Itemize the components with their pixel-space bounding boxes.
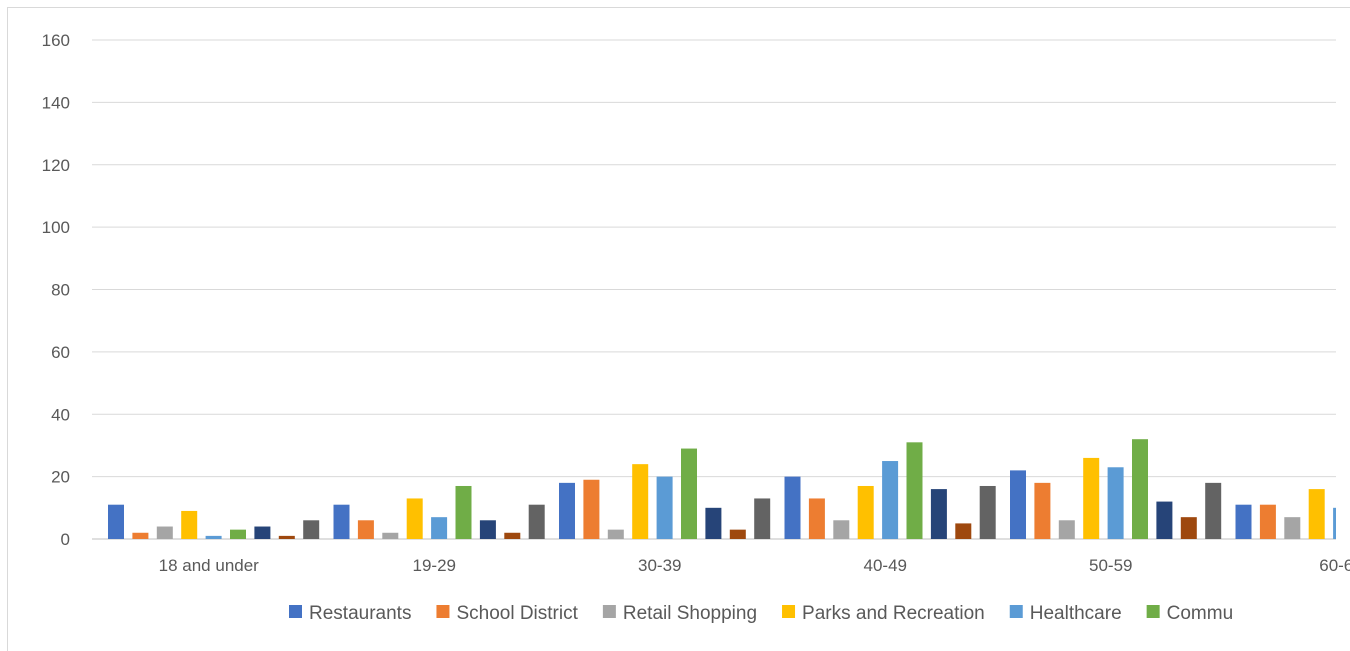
bar — [833, 520, 850, 539]
bar — [504, 532, 521, 539]
y-tick-label: 20 — [51, 468, 70, 487]
bar — [156, 526, 173, 539]
bar — [108, 504, 124, 539]
bar — [1132, 439, 1148, 539]
bar — [1107, 467, 1124, 539]
y-tick-label: 40 — [51, 405, 70, 424]
x-tick-label: 18 and under — [159, 556, 260, 575]
bar — [656, 476, 673, 539]
bar — [1259, 504, 1276, 539]
bar — [1284, 517, 1301, 539]
bar — [455, 485, 472, 539]
legend: Restaurants School District Retail Shoppin… — [289, 603, 1233, 624]
x-tick-label: 50-59 — [1089, 556, 1132, 575]
y-tick-label: 160 — [42, 31, 70, 50]
y-tick-label: 0 — [61, 530, 70, 549]
legend-label: Commu — [1167, 603, 1234, 624]
y-axis-ticks: 0 20 40 60 80 100 120 140 160 — [42, 31, 70, 549]
y-tick-label: 140 — [42, 93, 70, 112]
legend-label: Retail Shopping — [623, 603, 757, 624]
gridlines — [92, 39, 1336, 540]
bar — [729, 529, 746, 539]
bar — [1333, 507, 1336, 539]
y-tick-label: 100 — [42, 218, 70, 237]
bar — [254, 526, 271, 539]
legend-item: Commu — [1146, 603, 1234, 624]
bar — [1205, 482, 1222, 539]
legend-item: School District — [436, 603, 579, 624]
bar — [1058, 520, 1075, 539]
bar — [808, 498, 825, 539]
bar — [1308, 489, 1325, 539]
bar — [882, 461, 899, 539]
bar — [1235, 504, 1252, 539]
bar — [583, 479, 600, 539]
bar — [1180, 517, 1197, 539]
y-tick-label: 60 — [51, 343, 70, 362]
y-tick-label: 80 — [51, 281, 70, 300]
bar — [278, 535, 295, 539]
legend-label: School District — [456, 603, 578, 624]
legend-item: Retail Shopping — [602, 603, 757, 624]
bar — [1083, 457, 1100, 539]
legend-label: Restaurants — [309, 603, 411, 624]
legend-swatch — [602, 605, 616, 618]
bar — [181, 510, 198, 539]
y-tick-label: 120 — [42, 156, 70, 175]
legend-label: Healthcare — [1030, 603, 1122, 624]
legend-swatch — [436, 605, 450, 618]
bar — [382, 532, 399, 539]
bar — [705, 507, 722, 539]
bar — [1034, 482, 1051, 539]
bar — [681, 448, 697, 539]
bar — [559, 482, 575, 539]
legend-swatch — [1146, 605, 1160, 618]
legend-swatch — [782, 605, 796, 618]
bar — [784, 476, 801, 539]
legend-swatch — [1009, 605, 1023, 618]
x-tick-label: 30-39 — [638, 556, 681, 575]
bar — [1010, 470, 1026, 539]
bar — [857, 485, 874, 539]
bar — [132, 532, 149, 539]
x-tick-label: 60-6 — [1319, 556, 1350, 575]
bar — [406, 498, 423, 539]
bar — [1156, 501, 1173, 539]
bar — [230, 529, 246, 539]
legend-swatch — [289, 605, 302, 618]
bar — [333, 504, 350, 539]
legend-item: Parks and Recreation — [782, 603, 985, 624]
bar — [955, 523, 972, 539]
bar — [479, 520, 496, 539]
bar — [906, 442, 923, 539]
bar — [357, 520, 374, 539]
bar — [632, 464, 649, 539]
legend-item: Restaurants — [289, 603, 411, 624]
bar — [303, 520, 320, 539]
chart-frame — [7, 7, 1350, 651]
legend-label: Parks and Recreation — [802, 603, 985, 624]
bar — [528, 504, 545, 539]
bar — [754, 498, 771, 539]
bar — [607, 529, 624, 539]
x-tick-label: 19-29 — [413, 556, 456, 575]
x-axis-ticks: 18 and under 19-29 30-39 40-49 50-59 60-6 — [159, 556, 1350, 575]
bar — [205, 535, 222, 539]
bar — [431, 517, 448, 539]
legend-item: Healthcare — [1009, 603, 1122, 624]
bar — [930, 489, 947, 539]
bars — [108, 439, 1336, 539]
bar — [979, 485, 996, 539]
x-tick-label: 40-49 — [864, 556, 907, 575]
